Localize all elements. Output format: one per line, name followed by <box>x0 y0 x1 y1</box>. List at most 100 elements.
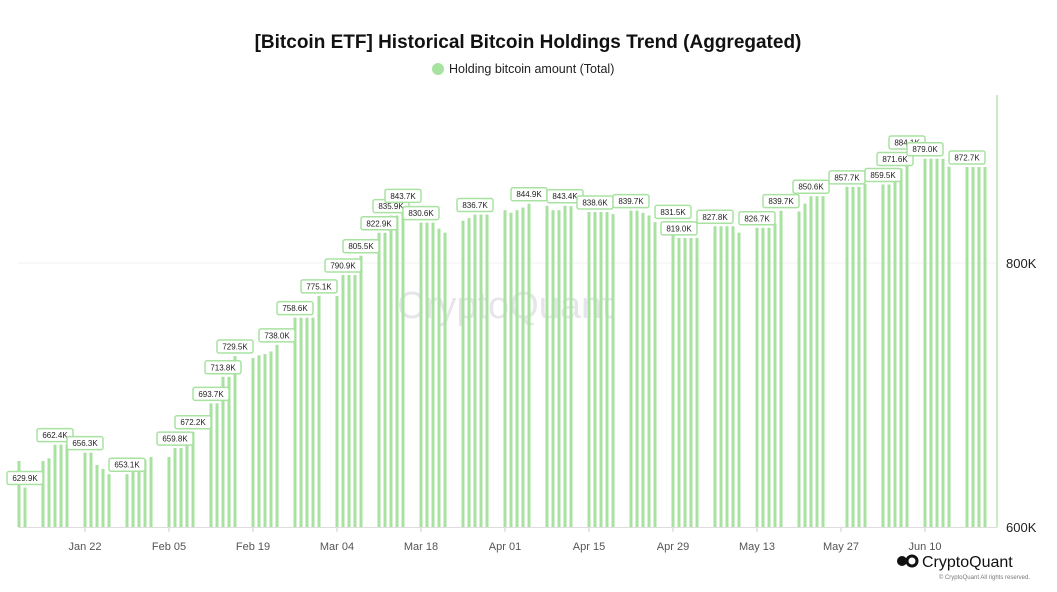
bar[interactable] <box>299 317 303 527</box>
bar[interactable] <box>983 167 987 527</box>
bar[interactable] <box>221 376 225 527</box>
bar[interactable] <box>473 214 477 527</box>
bar[interactable] <box>935 158 939 527</box>
bar[interactable] <box>503 210 507 527</box>
legend[interactable]: Holding bitcoin amount (Total) <box>432 62 614 76</box>
bar[interactable] <box>941 158 945 527</box>
bar[interactable] <box>599 212 603 527</box>
bar[interactable] <box>53 444 57 527</box>
bar[interactable] <box>173 448 177 527</box>
bar[interactable] <box>845 186 849 527</box>
bar[interactable] <box>293 317 297 527</box>
bar[interactable] <box>317 295 321 527</box>
bar[interactable] <box>305 317 309 527</box>
bar[interactable] <box>107 474 111 527</box>
bar[interactable] <box>767 227 771 528</box>
bar[interactable] <box>95 464 99 527</box>
bar[interactable] <box>515 210 519 527</box>
bar[interactable] <box>419 222 423 527</box>
bar[interactable] <box>425 222 429 527</box>
bar[interactable] <box>185 437 189 527</box>
bar[interactable] <box>689 237 693 528</box>
bar[interactable] <box>353 275 357 527</box>
bar[interactable] <box>359 255 363 528</box>
bar[interactable] <box>509 212 513 527</box>
bar[interactable] <box>269 351 273 527</box>
bar[interactable] <box>965 167 969 527</box>
bar[interactable] <box>719 226 723 527</box>
bar[interactable] <box>713 226 717 527</box>
bar[interactable] <box>779 210 783 527</box>
bar[interactable] <box>149 456 153 527</box>
bar[interactable] <box>527 203 531 527</box>
bar[interactable] <box>629 210 633 527</box>
bar[interactable] <box>485 214 489 527</box>
bar[interactable] <box>395 215 399 527</box>
bar[interactable] <box>587 212 591 527</box>
bar[interactable] <box>89 452 93 527</box>
bar[interactable] <box>467 218 471 527</box>
bar[interactable] <box>947 166 951 527</box>
bar[interactable] <box>863 183 867 528</box>
bar[interactable] <box>761 227 765 528</box>
bar[interactable] <box>143 459 147 527</box>
bar[interactable] <box>671 221 675 528</box>
bar[interactable] <box>857 186 861 527</box>
bar[interactable] <box>65 444 69 527</box>
bar[interactable] <box>437 228 441 527</box>
bar[interactable] <box>209 403 213 527</box>
bar[interactable] <box>635 210 639 527</box>
bar[interactable] <box>383 232 387 527</box>
bar[interactable] <box>923 158 927 527</box>
bar[interactable] <box>755 227 759 528</box>
bar[interactable] <box>653 222 657 527</box>
bar[interactable] <box>971 167 975 527</box>
bar[interactable] <box>887 184 891 527</box>
bar[interactable] <box>443 232 447 527</box>
bar[interactable] <box>47 458 51 527</box>
bar[interactable] <box>275 344 279 527</box>
bar[interactable] <box>797 211 801 527</box>
bar[interactable] <box>731 226 735 527</box>
bar[interactable] <box>905 151 909 527</box>
bar[interactable] <box>557 210 561 527</box>
bar[interactable] <box>725 226 729 527</box>
bar[interactable] <box>125 474 129 527</box>
bar[interactable] <box>611 214 615 527</box>
bar[interactable] <box>677 237 681 528</box>
bar[interactable] <box>893 168 897 527</box>
bar[interactable] <box>683 237 687 528</box>
bar[interactable] <box>101 468 105 527</box>
bar[interactable] <box>83 452 87 527</box>
bar[interactable] <box>377 232 381 527</box>
bar[interactable] <box>737 232 741 527</box>
bar[interactable] <box>977 167 981 527</box>
bar[interactable] <box>341 275 345 527</box>
bar[interactable] <box>41 461 45 527</box>
bar[interactable] <box>545 205 549 527</box>
bar[interactable] <box>821 196 825 527</box>
bar[interactable] <box>815 196 819 527</box>
bar[interactable] <box>137 459 141 527</box>
bar[interactable] <box>593 212 597 527</box>
bar[interactable] <box>251 358 255 527</box>
bar[interactable] <box>551 210 555 527</box>
bar[interactable] <box>479 214 483 527</box>
bar[interactable] <box>335 296 339 527</box>
bar[interactable] <box>695 237 699 528</box>
bar[interactable] <box>641 212 645 527</box>
bar[interactable] <box>461 220 465 527</box>
bar[interactable] <box>215 403 219 527</box>
bar[interactable] <box>23 487 27 527</box>
bar[interactable] <box>179 448 183 527</box>
bar[interactable] <box>851 186 855 527</box>
bar[interactable] <box>773 223 777 527</box>
bar[interactable] <box>803 203 807 527</box>
bar[interactable] <box>311 317 315 527</box>
bar[interactable] <box>401 205 405 528</box>
bar[interactable] <box>647 215 651 528</box>
bar[interactable] <box>227 376 231 527</box>
bar[interactable] <box>881 184 885 527</box>
bar[interactable] <box>809 196 813 527</box>
bar[interactable] <box>899 168 903 527</box>
